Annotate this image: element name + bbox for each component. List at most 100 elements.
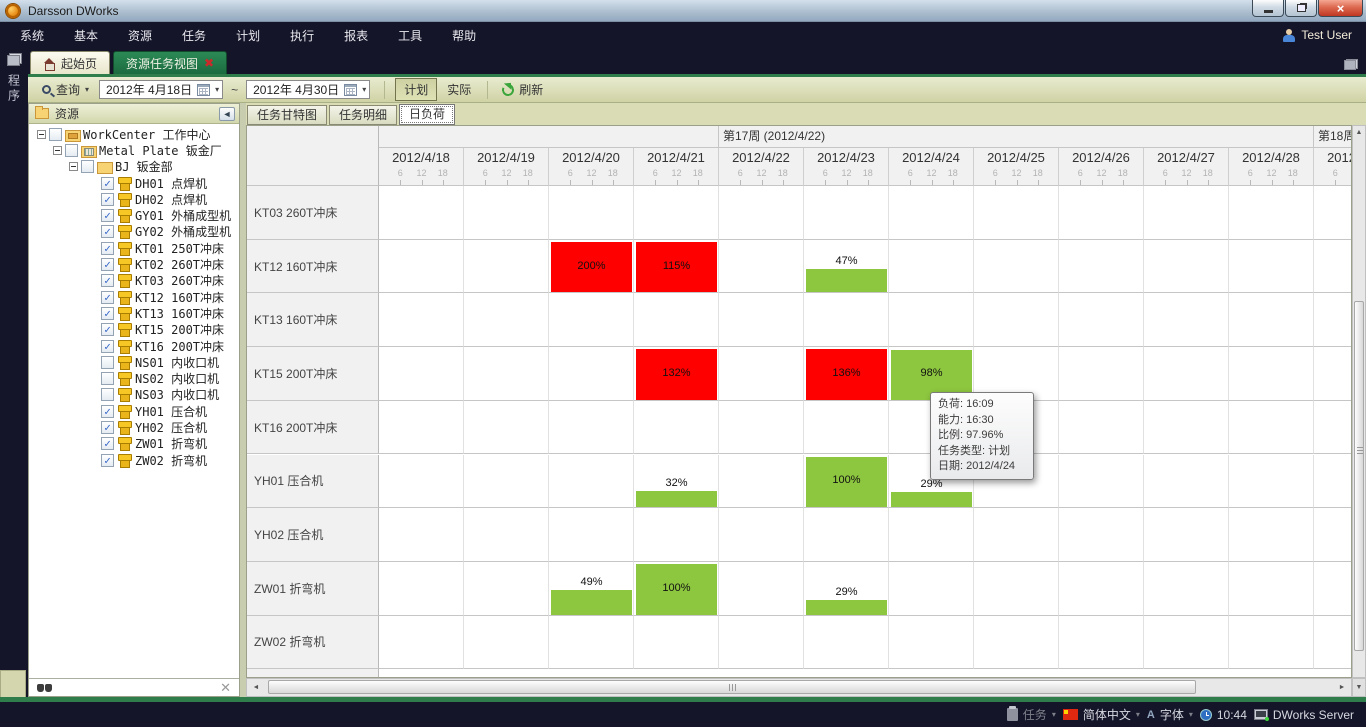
checkbox[interactable]: ✓	[101, 339, 114, 353]
font-button[interactable]: A 字体 ▾	[1147, 706, 1193, 723]
menu-item-5[interactable]: 执行	[290, 28, 315, 43]
vertical-scrollbar[interactable]: ▲	[1352, 125, 1366, 678]
checkbox[interactable]: ✓	[101, 437, 114, 451]
search-button[interactable]: 查询 ▾	[36, 78, 95, 101]
menu-item-8[interactable]: 帮助	[452, 28, 477, 43]
tree-node[interactable]: WorkCenter 工作中心	[29, 126, 239, 142]
tree-node[interactable]: ✓ GY01 外桶成型机	[29, 207, 239, 223]
checkbox[interactable]	[101, 372, 114, 386]
load-bar[interactable]	[806, 599, 887, 615]
load-bar[interactable]	[806, 268, 887, 293]
tree-node[interactable]: Metal Plate 钣金厂	[29, 142, 239, 158]
tree-node[interactable]: ✓ YH02 压合机	[29, 419, 239, 435]
tree-node[interactable]: NS01 内收口机	[29, 354, 239, 370]
tree-node[interactable]: ✓ DH02 点焊机	[29, 191, 239, 207]
menu-item-7[interactable]: 工具	[398, 28, 423, 43]
calendar-icon[interactable]	[197, 83, 211, 96]
tree-node[interactable]: NS03 内收口机	[29, 387, 239, 403]
load-bar[interactable]	[636, 349, 717, 400]
tab-home[interactable]: 起始页	[30, 51, 111, 74]
load-bar[interactable]	[636, 241, 717, 293]
task-menu-button[interactable]: 任务 ▾	[1006, 706, 1056, 723]
checkbox[interactable]: ✓	[101, 176, 114, 190]
checkbox[interactable]: ✓	[101, 192, 114, 206]
checkbox[interactable]	[101, 388, 114, 402]
view-tab-2[interactable]: 日负荷	[399, 104, 456, 125]
language-button[interactable]: 简体中文 ▾	[1062, 706, 1140, 723]
binoculars-icon[interactable]	[37, 683, 53, 693]
calendar-icon[interactable]	[344, 83, 358, 96]
date-to-input[interactable]: 2012年 4月30日 ▾	[246, 80, 371, 99]
checkbox[interactable]: ✓	[101, 453, 114, 467]
scroll-up-arrow[interactable]: ▲	[1355, 129, 1363, 136]
close-search-icon[interactable]: ✕	[220, 679, 231, 695]
menu-item-2[interactable]: 资源	[128, 28, 153, 43]
view-tab-0[interactable]: 任务甘特图	[247, 105, 328, 125]
date-to-dropdown-arrow[interactable]: ▾	[362, 85, 367, 94]
minimize-button[interactable]	[1252, 0, 1284, 17]
expander-icon[interactable]	[37, 129, 46, 139]
menu-item-6[interactable]: 报表	[344, 28, 369, 43]
tree-node[interactable]: ✓ KT02 260T冲床	[29, 256, 239, 272]
checkbox[interactable]	[81, 160, 94, 174]
view-tab-1[interactable]: 任务明细	[329, 105, 398, 125]
scroll-down-arrow[interactable]: ▼	[1355, 684, 1363, 691]
search-dropdown-arrow[interactable]: ▾	[85, 85, 90, 94]
scroll-left-arrow[interactable]: ◄	[252, 684, 260, 691]
checkbox[interactable]: ✓	[101, 404, 114, 418]
checkbox[interactable]	[101, 355, 114, 369]
refresh-button[interactable]: 刷新	[496, 78, 549, 101]
close-button[interactable]: ×	[1318, 0, 1363, 17]
checkbox[interactable]	[49, 127, 62, 141]
menu-item-3[interactable]: 任务	[182, 28, 207, 43]
checkbox[interactable]: ✓	[101, 420, 114, 434]
horizontal-scroll-thumb[interactable]	[268, 680, 1196, 694]
plan-toggle-button[interactable]: 计划	[395, 78, 438, 101]
menu-item-0[interactable]: 系统	[20, 28, 45, 43]
checkbox[interactable]: ✓	[101, 258, 114, 272]
load-bar[interactable]	[806, 456, 887, 508]
tree-node[interactable]: ✓ KT15 200T冲床	[29, 322, 239, 338]
menu-item-4[interactable]: 计划	[236, 28, 261, 43]
tab-close-icon[interactable]: ✖	[204, 56, 215, 70]
horizontal-scrollbar[interactable]: ◄ ►	[246, 678, 1352, 697]
tab-resource-task-view[interactable]: 资源任务视图 ✖	[113, 51, 228, 74]
tree-node[interactable]: ✓ DH01 点焊机	[29, 175, 239, 191]
program-tab[interactable]: 程序	[2, 51, 26, 104]
date-from-input[interactable]: 2012年 4月18日 ▾	[99, 80, 224, 99]
checkbox[interactable]: ✓	[101, 290, 114, 304]
task-dropdown-arrow[interactable]: ▾	[1051, 710, 1056, 719]
load-bar[interactable]	[551, 589, 632, 615]
load-bar[interactable]	[551, 241, 632, 293]
language-dropdown-arrow[interactable]: ▾	[1135, 710, 1140, 719]
tree-node[interactable]: ✓ KT01 250T冲床	[29, 240, 239, 256]
load-bar[interactable]	[636, 563, 717, 615]
load-bar[interactable]	[806, 349, 887, 400]
tree-node[interactable]: ✓ KT12 160T冲床	[29, 289, 239, 305]
load-bar[interactable]	[636, 490, 717, 508]
checkbox[interactable]: ✓	[101, 306, 114, 320]
checkbox[interactable]: ✓	[101, 274, 114, 288]
tree-node[interactable]: ✓ ZW01 折弯机	[29, 436, 239, 452]
window-list-icon[interactable]	[1344, 59, 1358, 70]
tree-node[interactable]: ✓ KT03 260T冲床	[29, 273, 239, 289]
panel-splitter[interactable]	[240, 103, 246, 697]
tree-node[interactable]: ✓ GY02 外桶成型机	[29, 224, 239, 240]
checkbox[interactable]: ✓	[101, 225, 114, 239]
checkbox[interactable]: ✓	[101, 323, 114, 337]
tree-node[interactable]: ✓ KT16 200T冲床	[29, 338, 239, 354]
tree-node[interactable]: BJ 钣金部	[29, 159, 239, 175]
tree-node[interactable]: ✓ KT13 160T冲床	[29, 305, 239, 321]
scroll-right-arrow[interactable]: ►	[1338, 684, 1346, 691]
tree-node[interactable]: NS02 内收口机	[29, 370, 239, 386]
tree-node[interactable]: ✓ YH01 压合机	[29, 403, 239, 419]
checkbox[interactable]	[65, 143, 78, 157]
load-bar[interactable]	[891, 492, 972, 508]
collapse-panel-button[interactable]: ◄	[219, 106, 235, 121]
scrollbar-corner[interactable]: ▼	[1352, 678, 1366, 697]
vertical-scroll-thumb[interactable]	[1354, 301, 1364, 651]
expander-icon[interactable]	[53, 145, 62, 155]
tree-search-bar[interactable]: ✕	[29, 678, 239, 696]
expander-icon[interactable]	[69, 162, 78, 172]
checkbox[interactable]: ✓	[101, 209, 114, 223]
